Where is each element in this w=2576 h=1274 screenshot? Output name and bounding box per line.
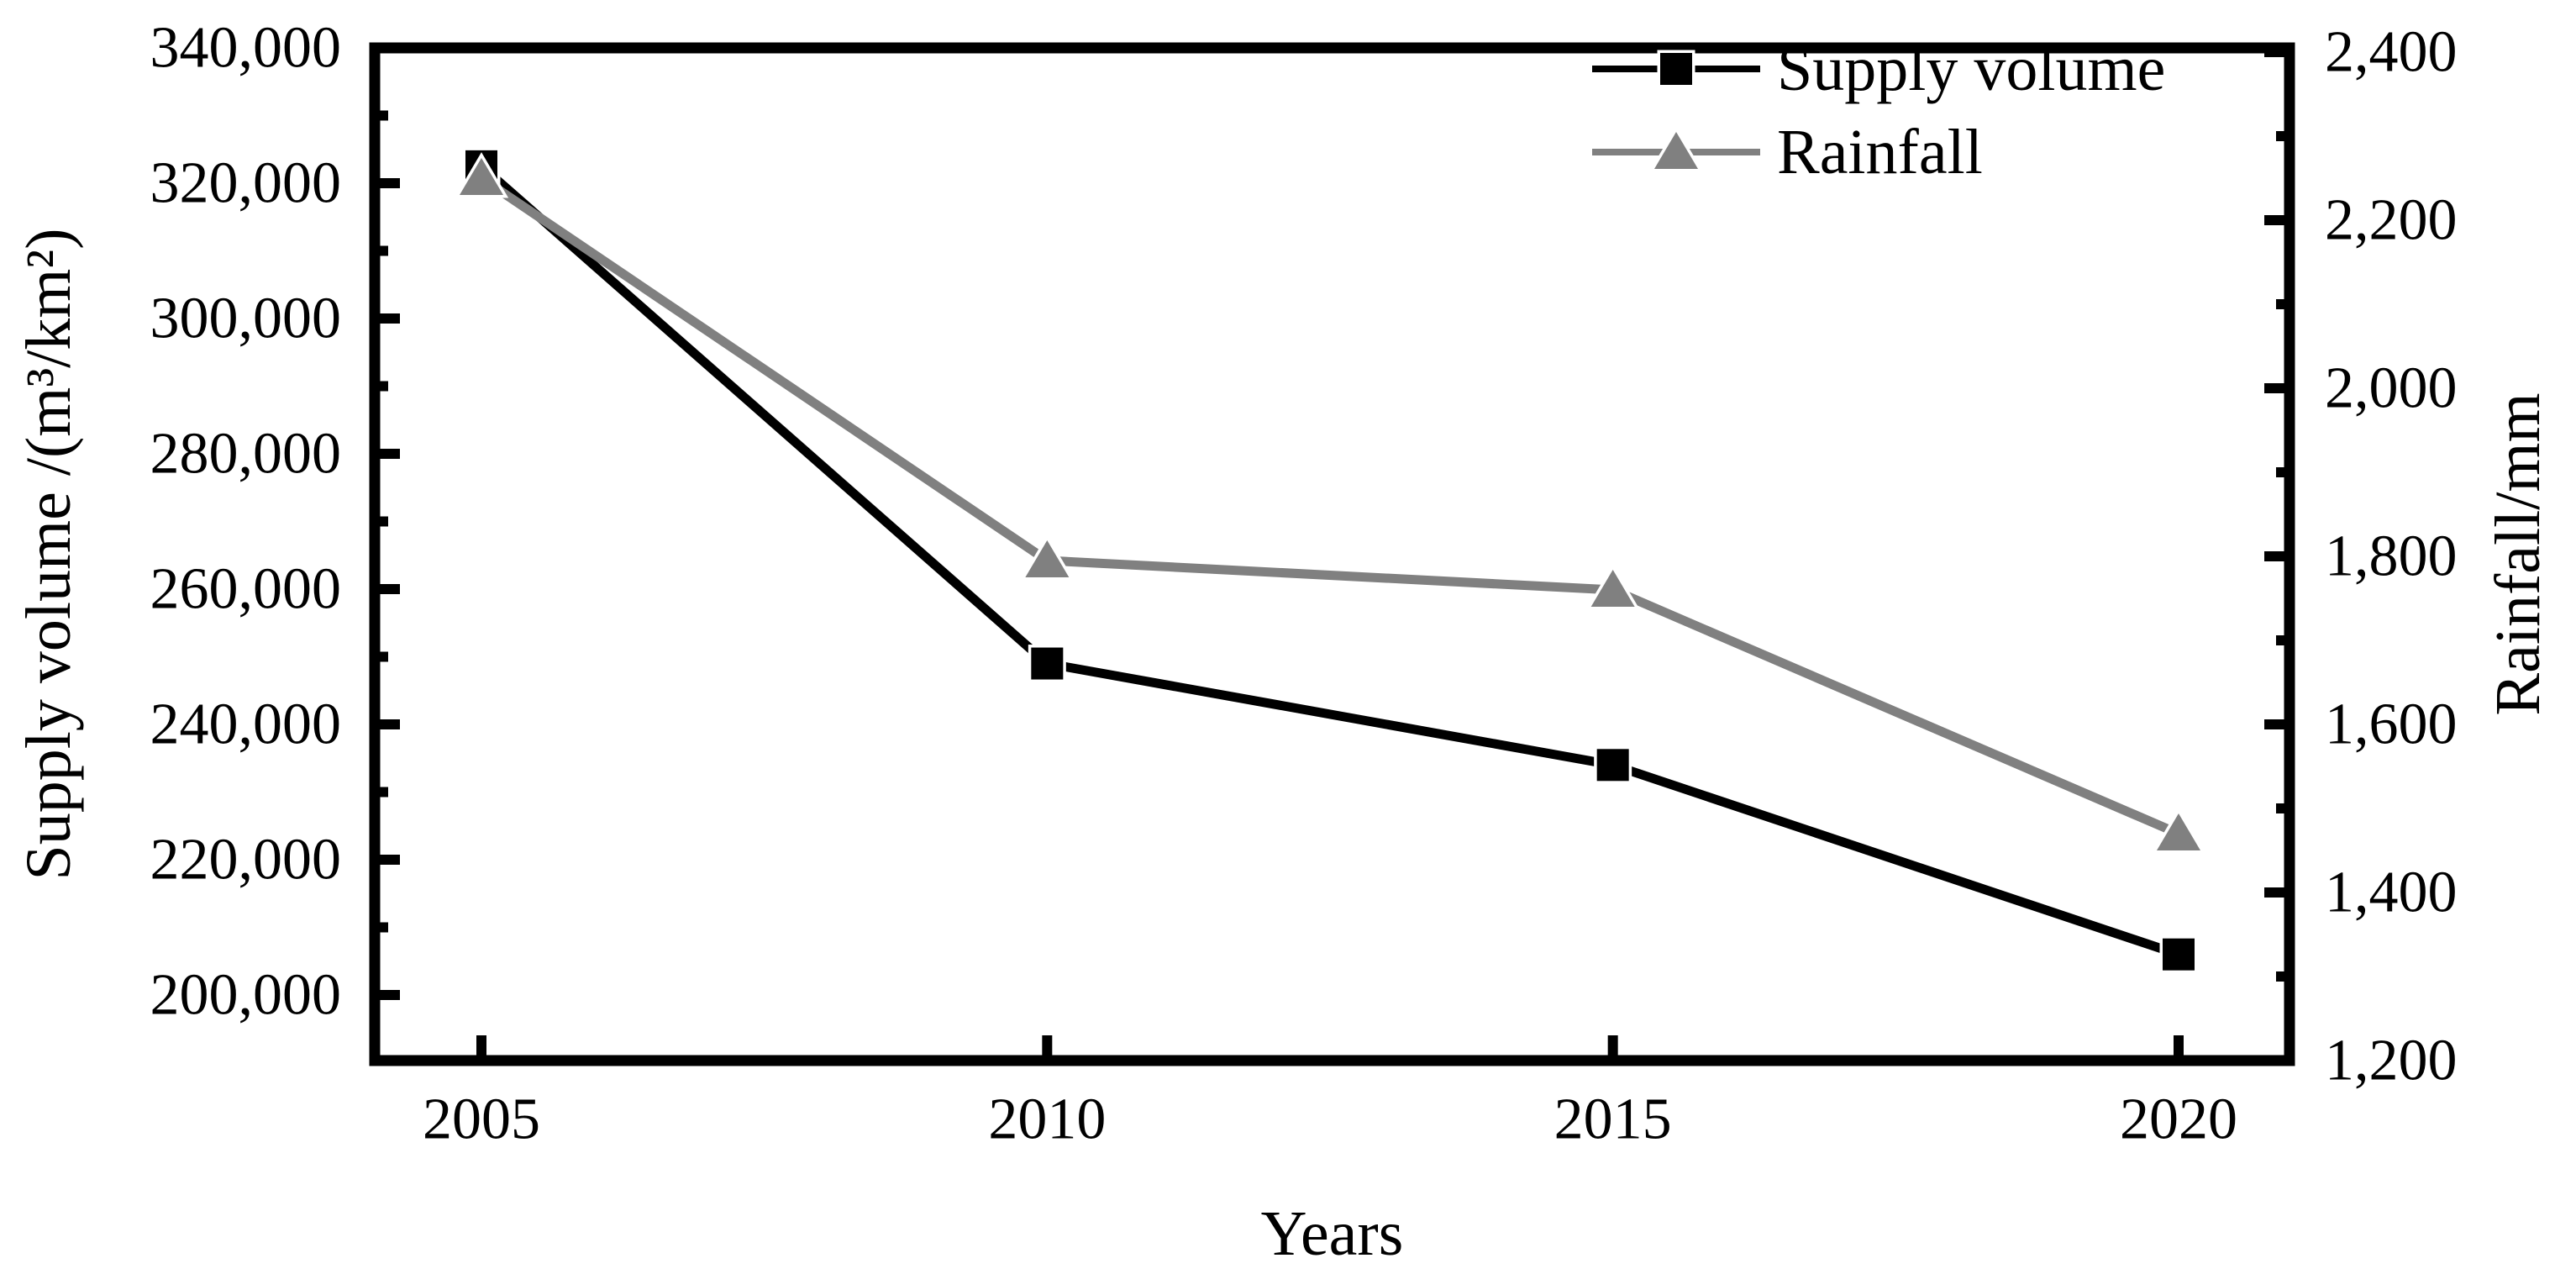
data-point-supply-volume-2010 (1028, 645, 1066, 683)
data-point-rainfall-2015 (1585, 564, 1640, 610)
x-axis: 2005 2010 2015 2020 Years (423, 1035, 2237, 1269)
x-axis-title: Years (1261, 1198, 1404, 1269)
data-point-supply-volume-2015 (1594, 745, 1632, 784)
right-axis-tick-label: 2,200 (2325, 188, 2458, 253)
series-line-rainfall (478, 174, 2181, 839)
right-axis-tick-label: 1,200 (2325, 1029, 2458, 1093)
left-axis-tick-label: 200,000 (150, 963, 342, 1028)
legend-entry-rainfall: Rainfall (1592, 117, 1983, 187)
left-axis-tick-label: 240,000 (150, 692, 342, 757)
x-axis-tick-label: 2020 (2120, 1087, 2237, 1152)
right-axis-tick-label: 2,000 (2325, 356, 2458, 421)
left-axis-tick-label: 320,000 (150, 151, 342, 216)
right-axis: 1,200 1,400 1,600 1,800 2,000 2,200 2,400 Rainf… (2264, 20, 2553, 1093)
left-axis-tick-label: 280,000 (150, 422, 342, 487)
left-axis: 200,000 220,000 240,000 260,000 280,000 300,0… (13, 16, 400, 1028)
right-axis-tick-label: 1,600 (2325, 692, 2458, 757)
legend-label: Rainfall (1777, 117, 1983, 187)
left-axis-tick-label: 300,000 (150, 287, 342, 351)
data-point-rainfall-2010 (1020, 534, 1075, 581)
left-axis-tick-label: 260,000 (150, 557, 342, 622)
right-axis-tick-label: 1,400 (2325, 861, 2458, 925)
x-axis-tick-label: 2015 (1554, 1087, 1672, 1152)
legend-marker-triangle-up-icon (1648, 126, 1704, 172)
left-axis-tick-label: 220,000 (150, 828, 342, 892)
right-axis-title: Rainfall/mm (2483, 392, 2553, 715)
data-point-rainfall-2020 (2151, 808, 2206, 854)
legend-label: Supply volume (1777, 34, 2165, 104)
left-axis-tick-label: 340,000 (150, 16, 342, 81)
series-line-supply-volume (478, 162, 2180, 959)
legend-marker-square-icon (1657, 50, 1695, 88)
x-axis-tick-label: 2010 (988, 1087, 1106, 1152)
right-axis-tick-label: 1,800 (2325, 524, 2458, 589)
series-rainfall (454, 152, 2206, 854)
legend: Supply volume Rainfall (1592, 34, 2165, 187)
left-axis-title: Supply volume /(m³/km²) (13, 229, 84, 881)
data-point-rainfall-2005 (454, 152, 509, 198)
legend-entry-supply-volume: Supply volume (1592, 34, 2165, 104)
x-axis-tick-label: 2005 (423, 1087, 540, 1152)
data-point-supply-volume-2020 (2159, 935, 2198, 974)
right-axis-tick-label: 2,400 (2325, 20, 2458, 85)
